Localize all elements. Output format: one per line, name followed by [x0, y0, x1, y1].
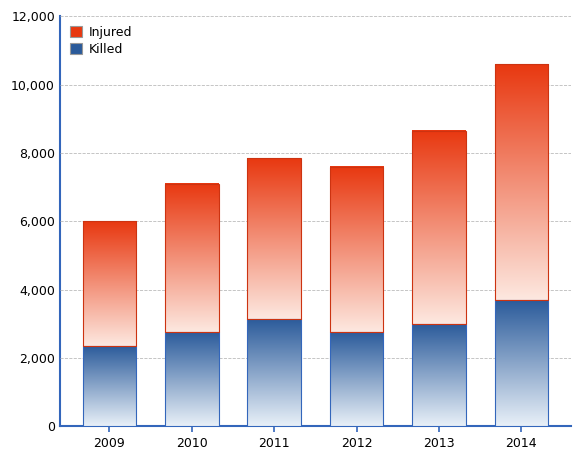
- Legend: Injured, Killed: Injured, Killed: [66, 23, 136, 59]
- Bar: [83, 346, 136, 426]
- Bar: [165, 183, 218, 332]
- Bar: [247, 158, 301, 319]
- Bar: [83, 221, 136, 346]
- Bar: [495, 64, 548, 300]
- Bar: [165, 332, 218, 426]
- Bar: [330, 332, 384, 426]
- Bar: [412, 130, 466, 324]
- Bar: [330, 166, 384, 332]
- Bar: [495, 300, 548, 426]
- Bar: [412, 324, 466, 426]
- Bar: [247, 319, 301, 426]
